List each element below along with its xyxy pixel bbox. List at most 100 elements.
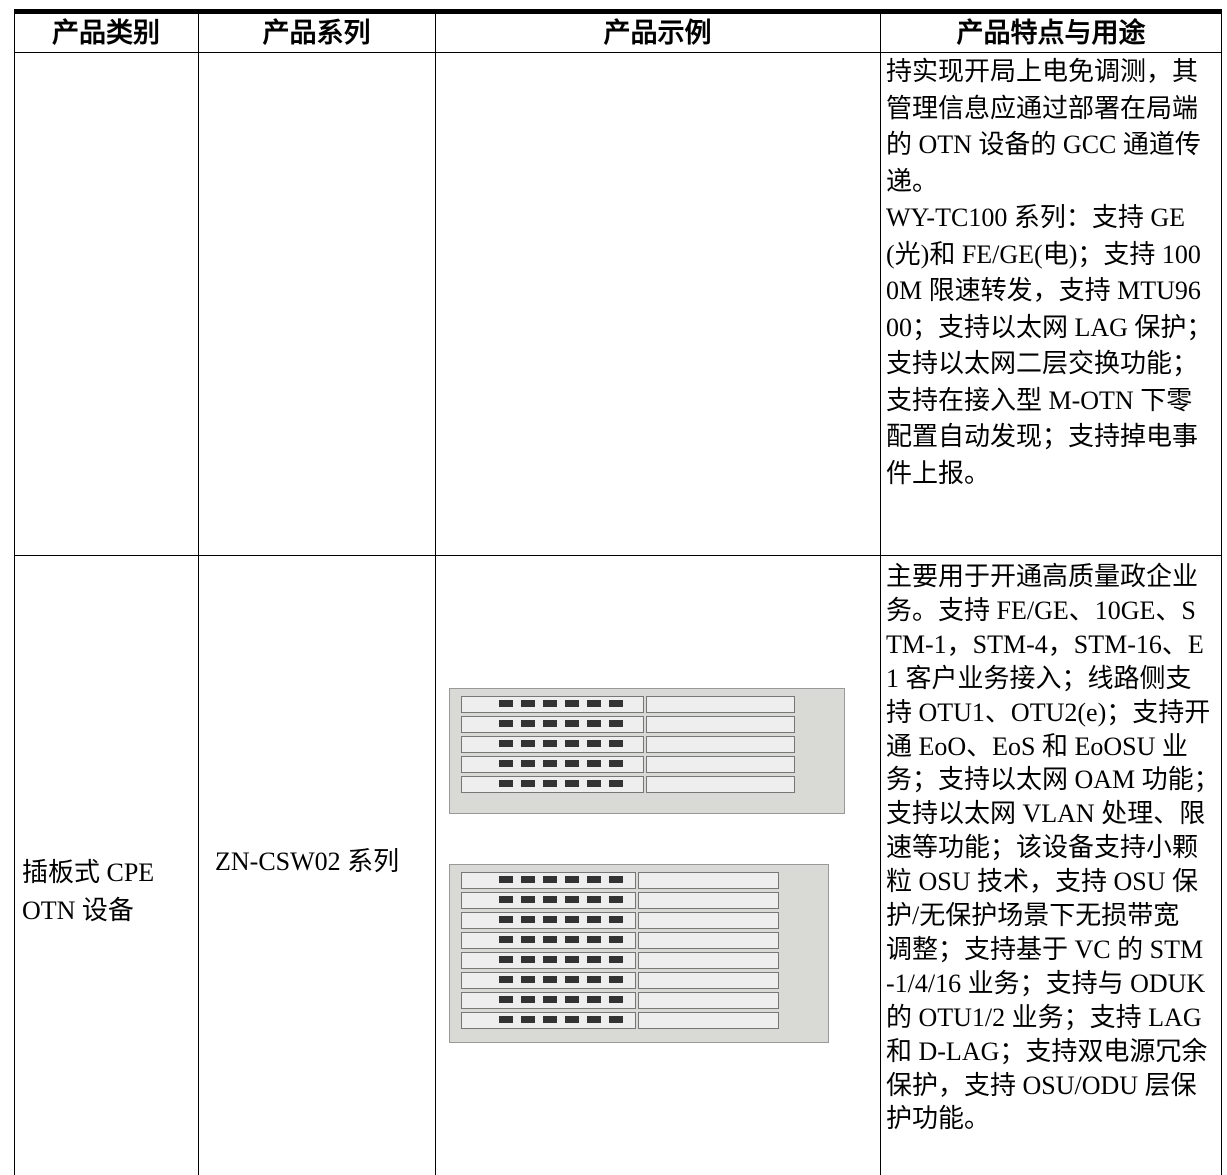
feature-line: 保护，支持 OSU/ODU 层保 — [886, 1070, 1197, 1100]
device-port — [499, 956, 513, 963]
device-port — [609, 976, 623, 983]
device-port — [565, 976, 579, 983]
device-port — [543, 740, 557, 747]
device-port — [587, 720, 601, 727]
feature-line: 支持在接入型 M-OTN 下零 — [886, 385, 1193, 415]
device-port — [521, 916, 535, 923]
feature-line: 持实现开局上电免调测，其 — [886, 57, 1199, 86]
feature-line: 护功能。 — [886, 1104, 991, 1134]
series-line: ZN-CSW02 系列 — [215, 847, 400, 876]
device-port — [521, 1016, 535, 1023]
device-port — [609, 700, 623, 707]
device-port — [587, 780, 601, 787]
feature-line: 1 客户业务接入；线路侧支 — [886, 663, 1192, 693]
device-port — [499, 740, 513, 747]
device-slot — [638, 872, 779, 889]
device-port — [499, 700, 513, 707]
feature-line: 持 OTU1、OTU2(e)；支持开 — [886, 697, 1211, 727]
device-slot — [646, 756, 795, 773]
border — [14, 555, 1222, 556]
feature-line: 护/无保护场景下无损带宽 — [886, 901, 1180, 930]
feature-line: TM-1，STM-4，STM-16、E — [886, 629, 1204, 659]
device-port — [499, 936, 513, 943]
device-port — [587, 976, 601, 983]
border — [1221, 10, 1222, 1175]
border — [880, 10, 881, 1175]
device-port — [565, 720, 579, 727]
device-port — [521, 996, 535, 1003]
category-line: 插板式 CPE — [22, 858, 155, 887]
feature-line: 主要用于开通高质量政企业 — [886, 562, 1199, 591]
feature-line: 务。支持 FE/GE、10GE、S — [886, 595, 1196, 625]
device-port — [565, 700, 579, 707]
feature-line: 00；支持以太网 LAG 保护； — [886, 312, 1213, 342]
device-port — [609, 876, 623, 883]
device-port — [543, 936, 557, 943]
device-port — [587, 760, 601, 767]
device-port — [521, 936, 535, 943]
category-line: OTN 设备 — [22, 896, 134, 925]
header-cell: 产品类别 — [52, 18, 160, 48]
feature-line: 粒 OSU 技术，支持 OSU 保 — [886, 867, 1199, 897]
feature-line: 速等功能；该设备支持小颗 — [886, 833, 1199, 863]
feature-line: 和 D-LAG；支持双电源冗余 — [886, 1036, 1208, 1066]
device-slot — [638, 892, 779, 909]
device-port — [499, 976, 513, 983]
device-port — [543, 916, 557, 923]
device-slot — [646, 776, 795, 793]
feature-line: (光)和 FE/GE(电)；支持 100 — [886, 239, 1201, 269]
device-port — [543, 700, 557, 707]
header-cell: 产品系列 — [262, 18, 371, 48]
feature-line: 务；支持以太网 OAM 功能； — [886, 765, 1220, 795]
device-port — [543, 956, 557, 963]
device-port — [565, 996, 579, 1003]
feature-line: -1/4/16 业务；支持与 ODUK — [886, 968, 1206, 998]
device-slot — [638, 932, 779, 949]
device-port — [609, 1016, 623, 1023]
border — [14, 9, 1222, 14]
device-port — [587, 1016, 601, 1023]
device-port — [609, 896, 623, 903]
device-port — [543, 896, 557, 903]
device-port — [499, 996, 513, 1003]
device-port — [499, 760, 513, 767]
device-port — [565, 780, 579, 787]
device-port — [565, 740, 579, 747]
device-port — [565, 956, 579, 963]
device-port — [521, 976, 535, 983]
device-slot — [646, 696, 795, 713]
device-port — [565, 876, 579, 883]
device-port — [565, 916, 579, 923]
feature-line: WY-TC100 系列：支持 GE — [886, 203, 1185, 232]
device-port — [521, 956, 535, 963]
device-port — [609, 936, 623, 943]
device-port — [543, 720, 557, 727]
device-port — [587, 916, 601, 923]
device-port — [499, 876, 513, 883]
device-port — [499, 780, 513, 787]
border — [14, 10, 15, 1175]
device-port — [543, 876, 557, 883]
device-port — [521, 876, 535, 883]
feature-line: 支持以太网二层交换功能； — [886, 349, 1199, 378]
device-port — [587, 936, 601, 943]
device-port — [499, 720, 513, 727]
feature-line: 通 EoO、EoS 和 EoOSU 业 — [886, 731, 1188, 761]
device-port — [609, 740, 623, 747]
device-port — [521, 740, 535, 747]
feature-line: 调整；支持基于 VC 的 STM — [886, 934, 1204, 964]
device-port — [587, 996, 601, 1003]
header-cell: 产品特点与用途 — [956, 18, 1146, 48]
feature-line: 管理信息应通过部署在局端 — [886, 93, 1199, 123]
device-port — [587, 700, 601, 707]
device-port — [499, 916, 513, 923]
device-port — [587, 896, 601, 903]
device-port — [587, 956, 601, 963]
device-port — [565, 1016, 579, 1023]
feature-line: 配置自动发现；支持掉电事 — [886, 422, 1199, 451]
device-port — [543, 780, 557, 787]
device-port — [587, 876, 601, 883]
device-port — [609, 760, 623, 767]
device-port — [543, 976, 557, 983]
